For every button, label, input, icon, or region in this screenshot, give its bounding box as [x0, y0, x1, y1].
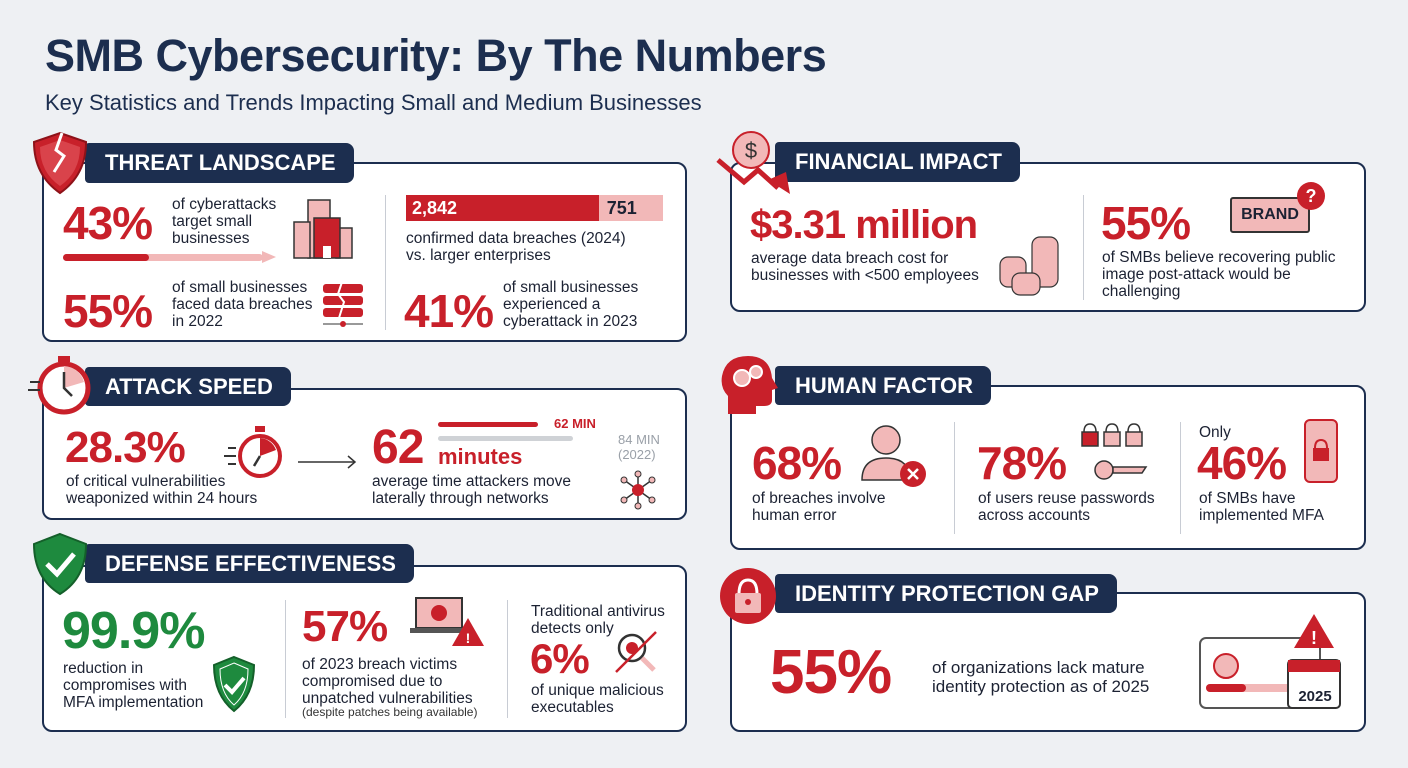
bar-2022 [438, 436, 573, 441]
stat-text: reduction in compromises with MFA implemen… [63, 660, 204, 711]
broken-shield-icon [32, 131, 88, 195]
enterprise-breaches-value: 751 [606, 198, 637, 218]
broken-brand-icon: BRAND [1230, 197, 1310, 233]
padlock-icon [720, 568, 776, 624]
shield-check-icon [212, 655, 256, 713]
dollar-down-icon: $ [716, 131, 790, 194]
stat-value: 57% [302, 602, 388, 651]
defense-effectiveness-panel [42, 565, 687, 732]
infected-laptop-icon: ! [410, 597, 484, 646]
stat-text: of SMBs have implemented MFA [1199, 490, 1324, 524]
locks-key-icon [1081, 423, 1148, 480]
financial-impact-header: FINANCIAL IMPACT [775, 142, 1020, 182]
bar-2024 [438, 422, 538, 427]
threat-landscape-header: THREAT LANDSCAPE [85, 143, 354, 183]
stat-value: 99.9% [62, 602, 205, 660]
progress-fill [63, 254, 149, 261]
stat-pretext: Only [1199, 424, 1231, 441]
arrow-right-icon [298, 455, 357, 469]
divider [954, 422, 955, 534]
divider [507, 600, 508, 718]
stat-value: 55% [1101, 197, 1191, 249]
page-title: SMB Cybersecurity: By The Numbers [45, 30, 827, 81]
stat-value: 41% [404, 285, 494, 337]
stat-pretext: Traditional antivirus detects only [531, 603, 665, 637]
stat-value: 43% [63, 197, 153, 249]
stat-text: of 2023 breach victims compromised due to… [302, 656, 473, 707]
stat-value: 6% [530, 635, 590, 682]
stat-value: 55% [770, 638, 892, 707]
stat-text: of critical vulnerabilities weaponized wi… [66, 473, 258, 507]
phone-lock-icon [1304, 419, 1338, 483]
stat-note: (despite patches being available) [302, 705, 478, 719]
page-subtitle: Key Statistics and Trends Impacting Smal… [45, 90, 702, 115]
magnifier-virus-crossed-icon [615, 631, 657, 673]
buildings-icon [293, 199, 353, 259]
svg-text:!: ! [466, 630, 471, 646]
stat-text: of users reuse passwords across accounts [978, 490, 1155, 524]
divider [1083, 195, 1084, 300]
stat-text: of breaches involve human error [752, 490, 886, 524]
breach-comparison-bar: 2,842 751 [406, 195, 663, 221]
stat-value: 46% [1197, 437, 1287, 489]
stat-text: of small businesses experienced a cyberatt… [503, 279, 639, 330]
human-factor-header: HUMAN FACTOR [775, 366, 992, 405]
attack-speed-panel [42, 388, 687, 520]
stopwatch-icon [28, 356, 91, 415]
stat-text: of cyberattacks target small businesses [172, 196, 277, 247]
stat-text: average time attackers move laterally thr… [372, 473, 572, 507]
arrow-icon [262, 251, 276, 263]
stat-text: of unique malicious executables [531, 682, 664, 716]
threat-landscape-panel [42, 162, 687, 342]
svg-text:$: $ [745, 138, 757, 163]
smb-breaches-bar: 2,842 [406, 195, 599, 221]
stat-text: of organizations lack mature identity pro… [932, 658, 1150, 696]
bar-2024-label: 62 MIN [554, 416, 596, 431]
stat-value: 62 [372, 421, 424, 474]
defense-effectiveness-header: DEFENSE EFFECTIVENESS [85, 544, 414, 583]
stat-value: $3.31 million [750, 203, 978, 247]
user-error-icon [861, 425, 926, 487]
calendar-year: 2025 [1298, 688, 1332, 705]
attack-speed-header: ATTACK SPEED [85, 367, 291, 406]
progress-arrow [63, 254, 263, 261]
stat-text: average data breach cost for businesses w… [751, 250, 979, 284]
stat-value: 78% [977, 437, 1067, 489]
id-card-warning-icon: ! [1199, 614, 1341, 709]
bar-2022-label: 84 MIN (2022) [618, 432, 660, 462]
svg-text:!: ! [1311, 628, 1317, 648]
divider [385, 195, 386, 330]
stat-text: of small businesses faced data breaches in… [172, 279, 313, 330]
head-gears-icon [721, 356, 778, 414]
broken-server-icon [323, 282, 363, 327]
identity-protection-header: IDENTITY PROTECTION GAP [775, 574, 1117, 613]
stat-value: 28.3% [65, 423, 186, 472]
network-icon [620, 470, 656, 510]
question-icon: ? [1297, 182, 1325, 210]
divider [285, 600, 286, 718]
stopwatch-icon [224, 426, 282, 478]
coin-stacks-icon [999, 236, 1059, 296]
divider [1180, 422, 1181, 534]
stat-value: 55% [63, 285, 153, 337]
stat-text: of SMBs believe recovering public image p… [1102, 249, 1336, 300]
shield-check-icon [32, 532, 88, 596]
stat-text: confirmed data breaches (2024) vs. larger… [406, 230, 626, 264]
stat-unit: minutes [438, 444, 523, 469]
stat-value: 68% [752, 437, 842, 489]
human-factor-panel [730, 385, 1366, 550]
